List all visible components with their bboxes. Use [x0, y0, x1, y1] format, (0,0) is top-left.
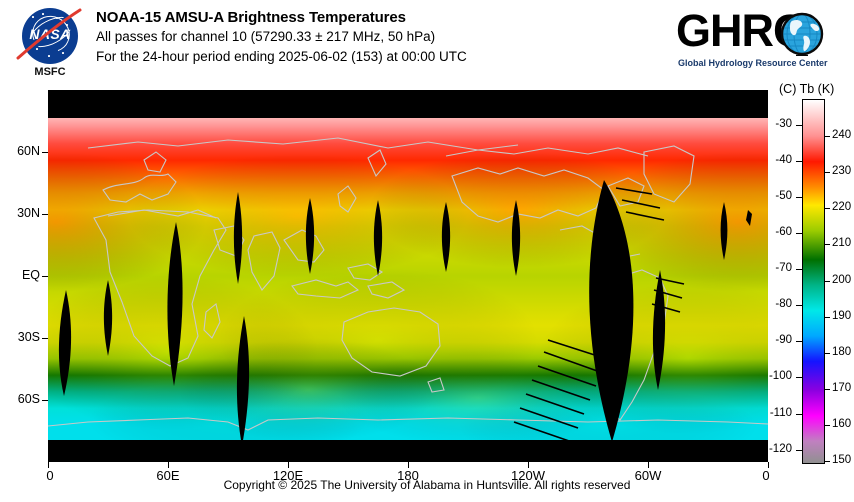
- ghrc-logo: GHRC Global Hydrology Resource Center: [676, 6, 840, 78]
- colorbar-label-k-190: 190: [832, 309, 852, 322]
- colorbar-header: (C) Tb (K): [779, 82, 835, 96]
- period-subtitle: For the 24-hour period ending 2025-06-02…: [96, 49, 467, 64]
- colorbar-tick-c-m30: [796, 124, 802, 126]
- colorbar-gradient: [803, 100, 824, 463]
- title-block: NOAA-15 AMSU-A Brightness Temperatures A…: [96, 8, 467, 67]
- colorbar-label-k-150: 150: [832, 454, 852, 466]
- colorbar-label-k-160: 160: [832, 417, 852, 430]
- ghrc-full-name: Global Hydrology Resource Center: [678, 58, 828, 68]
- colorbar-label-k-220: 220: [832, 201, 852, 214]
- x-label-180: 180: [397, 468, 419, 483]
- colorbar-label-k-170: 170: [832, 381, 852, 394]
- map-plot-area[interactable]: [48, 90, 768, 462]
- colorbar-tick-k-200: [824, 280, 830, 282]
- colorbar-tick-c-m100: [796, 377, 802, 379]
- colorbar-label-k-180: 180: [832, 345, 852, 358]
- colorbar[interactable]: [802, 99, 825, 464]
- colorbar-tick-c-m90: [796, 341, 802, 343]
- x-tick-120e: [288, 462, 289, 468]
- x-label-120w: 120W: [511, 468, 545, 483]
- x-tick-60w: [648, 462, 649, 468]
- nasa-center-label: MSFC: [34, 66, 66, 78]
- y-tick-30s: [42, 338, 48, 339]
- y-label-30s: 30S: [17, 330, 40, 344]
- colorbar-label-c-m70: -70: [775, 262, 792, 275]
- y-tick-60n: [42, 152, 48, 153]
- y-tick-60s: [42, 400, 48, 401]
- colorbar-tick-c-m110: [796, 413, 802, 415]
- colorbar-label-c-m100: -100: [768, 370, 792, 383]
- x-tick-120w: [528, 462, 529, 468]
- coastline-overlay: [48, 137, 768, 431]
- nasa-logo: NASA MSFC: [14, 6, 86, 80]
- polar-no-data-band-top: [48, 90, 768, 118]
- x-tick-60e: [168, 462, 169, 468]
- colorbar-tick-c-m60: [796, 233, 802, 235]
- colorbar-label-k-240: 240: [832, 129, 852, 142]
- colorbar-label-c-m110: -110: [769, 406, 792, 419]
- page-title: NOAA-15 AMSU-A Brightness Temperatures: [96, 9, 406, 26]
- colorbar-tick-k-230: [824, 172, 830, 174]
- y-label-eq: EQ: [21, 268, 40, 282]
- x-label-0w: 0: [46, 468, 54, 483]
- colorbar-label-c-m90: -90: [775, 334, 792, 347]
- colorbar-tick-c-m120: [796, 449, 802, 451]
- colorbar-label-c-m120: -120: [768, 442, 792, 455]
- colorbar-tick-c-m70: [796, 269, 802, 271]
- x-tick-0w: [48, 462, 49, 468]
- colorbar-tick-k-170: [824, 388, 830, 390]
- colorbar-label-c-m50: -50: [775, 189, 792, 202]
- colorbar-tick-c-m40: [796, 160, 802, 162]
- x-label-0e: 0: [762, 468, 770, 483]
- colorbar-tick-c-m50: [796, 196, 802, 198]
- colorbar-tick-k-160: [824, 424, 830, 426]
- orbital-gap-swaths: [58, 180, 752, 446]
- colorbar-tick-k-210: [824, 244, 830, 246]
- colorbar-tick-k-220: [824, 208, 830, 210]
- colorbar-tick-k-190: [824, 316, 830, 318]
- y-label-60n: 60N: [17, 144, 40, 158]
- channel-subtitle: All passes for channel 10 (57290.33 ± 21…: [96, 29, 436, 44]
- colorbar-label-c-m30: -30: [775, 117, 792, 130]
- copyright-notice: Copyright © 2025 The University of Alaba…: [223, 478, 631, 492]
- polar-no-data-band-bottom: [48, 440, 768, 462]
- x-label-60w: 60W: [634, 468, 662, 483]
- colorbar-label-c-m80: -80: [775, 298, 792, 311]
- colorbar-label-k-200: 200: [832, 273, 852, 286]
- colorbar-label-k-230: 230: [832, 165, 852, 178]
- colorbar-tick-k-180: [824, 352, 830, 354]
- x-label-60e: 60E: [156, 468, 180, 483]
- colorbar-tick-k-150: [824, 461, 830, 462]
- x-label-120e: 120E: [272, 468, 304, 483]
- colorbar-tick-k-240: [824, 136, 830, 138]
- y-tick-30n: [42, 214, 48, 215]
- x-tick-180: [408, 462, 409, 468]
- globe-icon: [780, 12, 824, 56]
- y-label-30n: 30N: [17, 206, 40, 220]
- x-tick-0e: [768, 462, 769, 468]
- colorbar-label-c-m60: -60: [775, 226, 792, 239]
- y-label-60s: 60S: [17, 392, 40, 406]
- colorbar-tick-c-m80: [796, 305, 802, 307]
- colorbar-label-k-210: 210: [832, 237, 852, 250]
- y-tick-eq: [42, 276, 48, 277]
- colorbar-label-c-m40: -40: [775, 153, 792, 166]
- nasa-swoosh-icon: [16, 8, 82, 60]
